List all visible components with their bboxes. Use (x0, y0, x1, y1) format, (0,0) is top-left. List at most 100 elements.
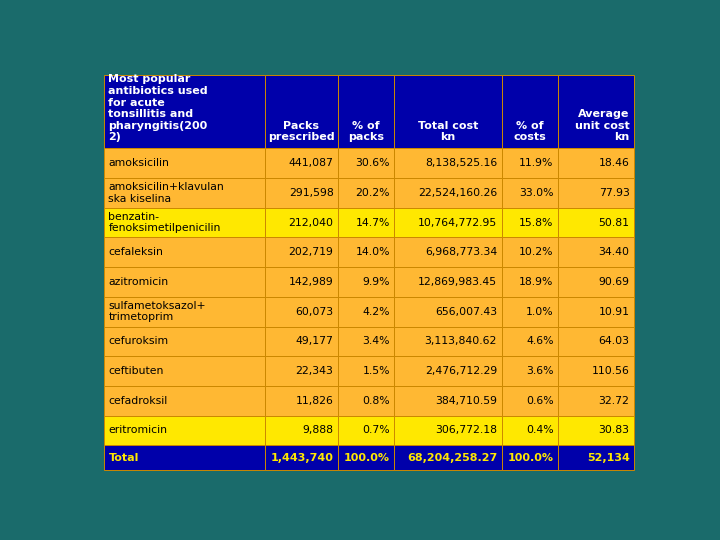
Text: 142,989: 142,989 (289, 277, 333, 287)
Text: 0.7%: 0.7% (362, 426, 390, 435)
Bar (104, 267, 265, 297)
Text: 49,177: 49,177 (296, 336, 333, 346)
Bar (395, 386, 502, 416)
Bar (558, 178, 634, 208)
Bar (502, 148, 558, 178)
Text: 1.5%: 1.5% (362, 366, 390, 376)
Bar (104, 148, 265, 178)
Text: 34.40: 34.40 (598, 247, 629, 257)
Text: 10.2%: 10.2% (519, 247, 554, 257)
Bar (338, 148, 395, 178)
Bar (265, 208, 338, 238)
Text: 22,524,160.26: 22,524,160.26 (418, 188, 497, 198)
Bar (395, 416, 502, 446)
Bar (558, 327, 634, 356)
Bar (395, 208, 502, 238)
Text: 33.0%: 33.0% (519, 188, 554, 198)
Text: 12,869,983.45: 12,869,983.45 (418, 277, 497, 287)
Bar (395, 267, 502, 297)
Text: 100.0%: 100.0% (508, 453, 554, 463)
Text: cefuroksim: cefuroksim (109, 336, 168, 346)
Bar (502, 178, 558, 208)
Bar (395, 446, 502, 470)
Bar (395, 297, 502, 327)
Text: 30.6%: 30.6% (356, 158, 390, 168)
Text: Average
unit cost
kn: Average unit cost kn (575, 109, 629, 143)
Bar (558, 446, 634, 470)
Bar (338, 178, 395, 208)
Text: 3,113,840.62: 3,113,840.62 (425, 336, 497, 346)
Text: 202,719: 202,719 (289, 247, 333, 257)
Text: 64.03: 64.03 (598, 336, 629, 346)
Bar (338, 386, 395, 416)
Bar (265, 416, 338, 446)
Text: benzatin-
fenoksimetilpenicilin: benzatin- fenoksimetilpenicilin (109, 212, 221, 233)
Text: amoksicilin: amoksicilin (109, 158, 169, 168)
Bar (265, 148, 338, 178)
Text: eritromicin: eritromicin (109, 426, 168, 435)
Bar (104, 416, 265, 446)
Bar (104, 208, 265, 238)
Bar (558, 238, 634, 267)
Text: 10.91: 10.91 (598, 307, 629, 316)
Bar (502, 356, 558, 386)
Text: 20.2%: 20.2% (356, 188, 390, 198)
Bar (502, 416, 558, 446)
Text: 11,826: 11,826 (296, 396, 333, 406)
Bar (558, 148, 634, 178)
Text: 3.6%: 3.6% (526, 366, 554, 376)
Text: 3.4%: 3.4% (362, 336, 390, 346)
Bar (502, 446, 558, 470)
Bar (395, 356, 502, 386)
Text: sulfametoksazol+
trimetoprim: sulfametoksazol+ trimetoprim (109, 301, 206, 322)
Text: amoksicilin+klavulan
ska kiselina: amoksicilin+klavulan ska kiselina (109, 182, 224, 204)
Bar (338, 416, 395, 446)
Text: % of
packs: % of packs (348, 121, 384, 143)
Bar (265, 446, 338, 470)
Text: 110.56: 110.56 (592, 366, 629, 376)
Bar (502, 297, 558, 327)
Text: Packs
prescribed: Packs prescribed (268, 121, 335, 143)
Bar (395, 238, 502, 267)
Text: 4.6%: 4.6% (526, 336, 554, 346)
Text: 6,968,773.34: 6,968,773.34 (425, 247, 497, 257)
Bar (265, 297, 338, 327)
Text: 2,476,712.29: 2,476,712.29 (425, 366, 497, 376)
Bar (338, 327, 395, 356)
Bar (104, 356, 265, 386)
Text: 656,007.43: 656,007.43 (435, 307, 497, 316)
Text: 30.83: 30.83 (598, 426, 629, 435)
Text: 1,443,740: 1,443,740 (271, 453, 333, 463)
Text: cefaleksin: cefaleksin (109, 247, 163, 257)
Text: 100.0%: 100.0% (344, 453, 390, 463)
Bar (265, 178, 338, 208)
Text: Total: Total (109, 453, 139, 463)
Text: 9.9%: 9.9% (362, 277, 390, 287)
Bar (265, 327, 338, 356)
Text: Total cost
kn: Total cost kn (418, 121, 478, 143)
Text: 15.8%: 15.8% (519, 218, 554, 227)
Bar (395, 178, 502, 208)
Bar (104, 327, 265, 356)
Text: 384,710.59: 384,710.59 (435, 396, 497, 406)
Bar (104, 75, 265, 148)
Bar (104, 386, 265, 416)
Bar (502, 238, 558, 267)
Bar (558, 386, 634, 416)
Text: 212,040: 212,040 (289, 218, 333, 227)
Text: 90.69: 90.69 (598, 277, 629, 287)
Text: 291,598: 291,598 (289, 188, 333, 198)
Bar (338, 297, 395, 327)
Bar (265, 356, 338, 386)
Text: Most popular
antibiotics used
for acute
tonsillitis and
pharyngitis(200
2): Most popular antibiotics used for acute … (109, 75, 208, 143)
Bar (338, 75, 395, 148)
Text: 60,073: 60,073 (295, 307, 333, 316)
Bar (104, 238, 265, 267)
Bar (502, 327, 558, 356)
Text: ceftibuten: ceftibuten (109, 366, 163, 376)
Text: % of
costs: % of costs (513, 121, 546, 143)
Text: 9,888: 9,888 (302, 426, 333, 435)
Bar (395, 75, 502, 148)
Text: 441,087: 441,087 (289, 158, 333, 168)
Text: cefadroksil: cefadroksil (109, 396, 168, 406)
